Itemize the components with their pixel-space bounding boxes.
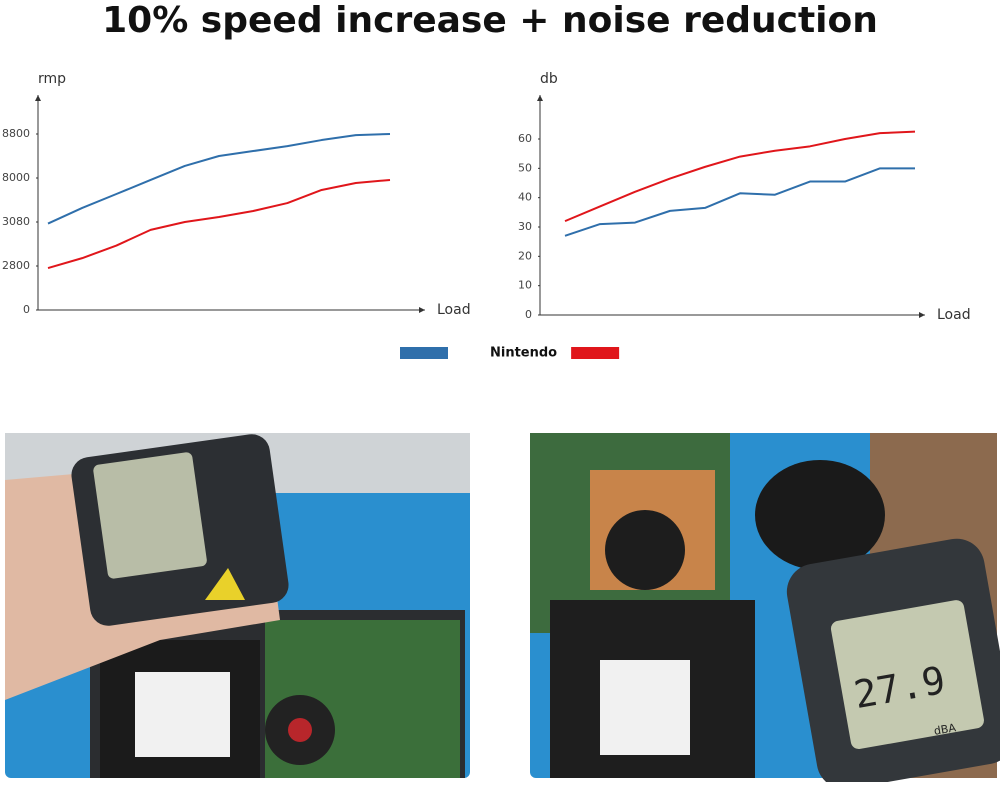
legend-swatch (400, 347, 448, 359)
y-tick-label: 2800 (2, 259, 30, 272)
x-axis-arrow (419, 307, 425, 313)
x-axis-label: Load (437, 302, 471, 318)
y-tick-label: 10 (518, 279, 532, 292)
y-tick-label: 20 (518, 249, 532, 262)
y-tick-label: 0 (23, 303, 30, 316)
y-tick-label: 3080 (2, 215, 30, 228)
y-axis-arrow (35, 95, 41, 101)
series-line (47, 178, 391, 270)
y-tick-label: 60 (518, 132, 532, 145)
title: 10% speed increase + noise reduction (102, 0, 878, 41)
series-line (47, 133, 391, 225)
meter-unit: dBA (933, 721, 957, 738)
photo-sound-meter: 27.9 dBA (530, 433, 1000, 786)
y-tick-label: 50 (518, 161, 532, 174)
legend-swatch (571, 347, 620, 359)
y-tick-label: 40 (518, 191, 532, 204)
x-axis-arrow (919, 312, 925, 318)
y-axis-label: db (540, 71, 558, 87)
y-tick-label: 0 (525, 308, 532, 321)
series-line (564, 167, 915, 237)
y-tick-label: 8800 (2, 127, 30, 140)
series-line (564, 130, 916, 223)
y-tick-label: 8000 (2, 171, 30, 184)
legend-label: Nintendo (490, 346, 557, 361)
y-axis-arrow (537, 95, 543, 101)
y-axis-label: rmp (38, 71, 66, 87)
y-tick-label: 30 (518, 220, 532, 233)
photo-laser-tachometer (5, 433, 470, 778)
x-axis-label: Load (937, 307, 971, 323)
